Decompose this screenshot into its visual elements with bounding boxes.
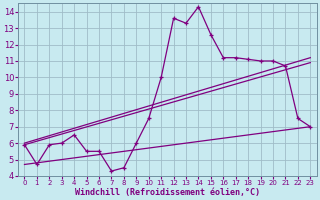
X-axis label: Windchill (Refroidissement éolien,°C): Windchill (Refroidissement éolien,°C) xyxy=(75,188,260,197)
